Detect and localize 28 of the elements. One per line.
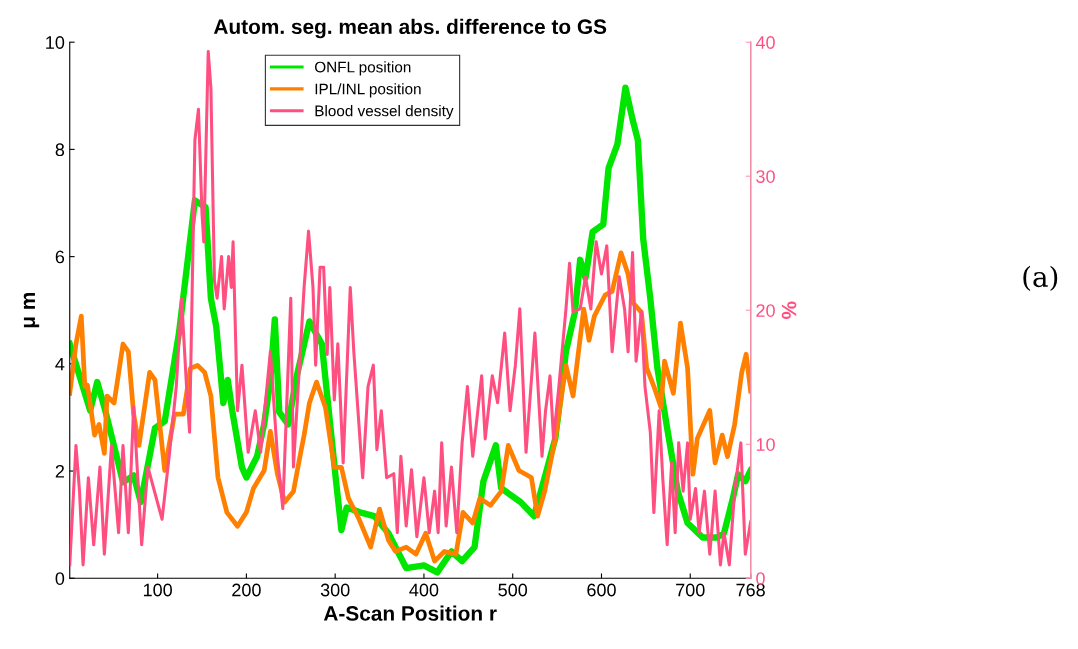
y2-tick-label: 30 — [756, 170, 775, 183]
x-tick-label: 200 — [232, 583, 261, 597]
x-tick-label: 300 — [320, 583, 350, 597]
y2-tick-label: 0 — [756, 572, 765, 585]
y-tick-label: 10 — [46, 36, 65, 49]
x-tick-label: 500 — [498, 583, 528, 597]
y-tick-label: 2 — [55, 464, 64, 478]
legend-label: IPL/INL position — [315, 83, 421, 98]
x-tick-label: 400 — [409, 583, 439, 597]
y2-tick-label: 40 — [755, 36, 775, 49]
x-tick-label: 700 — [676, 583, 705, 597]
y-tick-label: 6 — [55, 250, 65, 264]
line-series — [69, 250, 751, 564]
chart-title: Autom. seg. mean abs. difference to GS — [213, 18, 607, 39]
y2-tick-label: 20 — [756, 304, 775, 317]
y-tick-label: 8 — [55, 143, 65, 157]
x-axis-title: A-Scan Position r — [323, 605, 497, 621]
x-tick-label: 600 — [587, 583, 616, 597]
text: (a) — [1023, 265, 1058, 292]
y-axis-title: μ m — [23, 292, 40, 328]
y2-axis-title: % — [781, 301, 797, 319]
y2-tick-label: 10 — [756, 438, 775, 451]
legend-label: ONFL position — [315, 61, 411, 76]
x-tick-label: 768 — [736, 583, 765, 597]
y-tick-label: 4 — [55, 357, 65, 371]
x-tick-label: 100 — [143, 583, 172, 597]
legend-label: Blood vessel density — [315, 105, 454, 120]
y-tick-label: 0 — [55, 572, 65, 585]
